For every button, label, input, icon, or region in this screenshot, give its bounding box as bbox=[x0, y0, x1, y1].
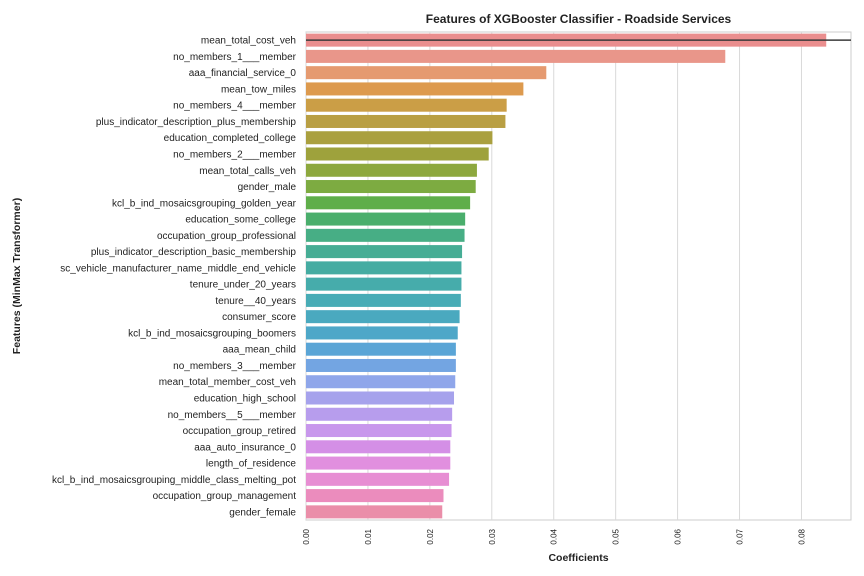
y-tick-label: aaa_financial_service_0 bbox=[189, 68, 297, 79]
y-tick-label: aaa_auto_insurance_0 bbox=[194, 442, 296, 453]
plot-area bbox=[305, 31, 852, 521]
bar bbox=[306, 196, 471, 210]
bar bbox=[306, 358, 456, 372]
bar bbox=[306, 163, 477, 177]
x-tick-labels: 0.00 0.01 0.02 0.03 0.04 0.05 0.06 0.07 0.08 bbox=[302, 528, 806, 544]
bar bbox=[306, 293, 461, 307]
y-tick-label: plus_indicator_description_plus_membersh… bbox=[96, 117, 297, 128]
bar bbox=[306, 245, 463, 259]
bar bbox=[306, 456, 451, 470]
y-tick-label: sc_vehicle_manufacturer_name_middle_end_… bbox=[60, 263, 296, 274]
bar bbox=[306, 342, 456, 356]
y-tick-label: education_high_school bbox=[194, 394, 296, 405]
bar bbox=[306, 277, 462, 291]
y-tick-label: kcl_b_ind_mosaicsgrouping_boomers bbox=[128, 328, 296, 339]
bar bbox=[306, 49, 726, 63]
bar bbox=[306, 375, 456, 389]
y-tick-label: occupation_group_professional bbox=[157, 231, 296, 242]
y-tick-label: occupation_group_retired bbox=[183, 426, 296, 437]
x-tick-label: 0.01 bbox=[364, 528, 373, 544]
y-tick-label: consumer_score bbox=[222, 312, 296, 323]
x-tick-label: 0.05 bbox=[612, 528, 621, 544]
bar bbox=[306, 212, 466, 226]
x-tick-label: 0.03 bbox=[488, 528, 497, 544]
y-tick-label: occupation_group_management bbox=[153, 491, 297, 502]
y-tick-label: no_members_1___member bbox=[173, 52, 297, 63]
x-tick-label: 0.04 bbox=[550, 528, 559, 544]
y-tick-label: no_members_4___member bbox=[173, 101, 297, 112]
y-tick-label: mean_total_calls_veh bbox=[199, 166, 296, 177]
x-tick-label: 0.07 bbox=[736, 528, 745, 544]
y-tick-label: mean_total_cost_veh bbox=[201, 36, 296, 47]
bar bbox=[306, 424, 452, 438]
y-axis-title: Features (MinMax Transformer) bbox=[11, 198, 23, 354]
y-tick-label: plus_indicator_description_basic_members… bbox=[91, 247, 297, 258]
bar bbox=[306, 489, 444, 503]
x-tick-label: 0.08 bbox=[797, 528, 806, 544]
bar bbox=[306, 82, 524, 96]
bar bbox=[306, 131, 493, 145]
x-tick-label: 0.00 bbox=[302, 528, 311, 544]
y-tick-label: no_members__5___member bbox=[168, 410, 297, 421]
y-tick-label: tenure__40_years bbox=[215, 296, 296, 307]
y-tick-label: no_members_3___member bbox=[173, 361, 297, 372]
y-tick-labels: mean_total_cost_veh no_members_1___member… bbox=[52, 36, 297, 519]
bar bbox=[306, 261, 462, 275]
bar bbox=[306, 391, 455, 405]
bar bbox=[306, 114, 506, 128]
x-axis-title: Coefficients bbox=[548, 552, 608, 564]
bar bbox=[306, 310, 460, 324]
y-tick-label: aaa_mean_child bbox=[223, 345, 296, 356]
x-tick-label: 0.06 bbox=[674, 528, 683, 544]
bar bbox=[306, 228, 465, 242]
bar bbox=[306, 407, 453, 421]
y-tick-label: no_members_2___member bbox=[173, 150, 297, 161]
bar bbox=[306, 505, 443, 519]
bar bbox=[306, 326, 458, 340]
y-tick-label: mean_tow_miles bbox=[221, 84, 296, 95]
y-tick-label: gender_male bbox=[238, 182, 297, 193]
bar bbox=[306, 180, 476, 194]
y-tick-label: tenure_under_20_years bbox=[190, 280, 296, 291]
x-tick-label: 0.02 bbox=[426, 528, 435, 544]
y-tick-label: kcl_b_ind_mosaicsgrouping_middle_class_m… bbox=[52, 475, 296, 486]
chart-title: Features of XGBooster Classifier - Roads… bbox=[426, 12, 732, 26]
y-tick-label: mean_total_member_cost_veh bbox=[159, 377, 296, 388]
bar bbox=[306, 98, 507, 112]
y-tick-label: gender_female bbox=[229, 507, 296, 518]
y-tick-label: kcl_b_ind_mosaicsgrouping_golden_year bbox=[112, 198, 297, 209]
y-tick-label: education_some_college bbox=[185, 215, 296, 226]
y-tick-label: education_completed_college bbox=[164, 133, 297, 144]
bar bbox=[306, 440, 451, 454]
bar bbox=[306, 472, 450, 486]
y-tick-label: length_of_residence bbox=[206, 459, 297, 470]
grid-lines bbox=[305, 32, 802, 520]
bar bbox=[306, 147, 489, 161]
bar bbox=[306, 66, 547, 80]
